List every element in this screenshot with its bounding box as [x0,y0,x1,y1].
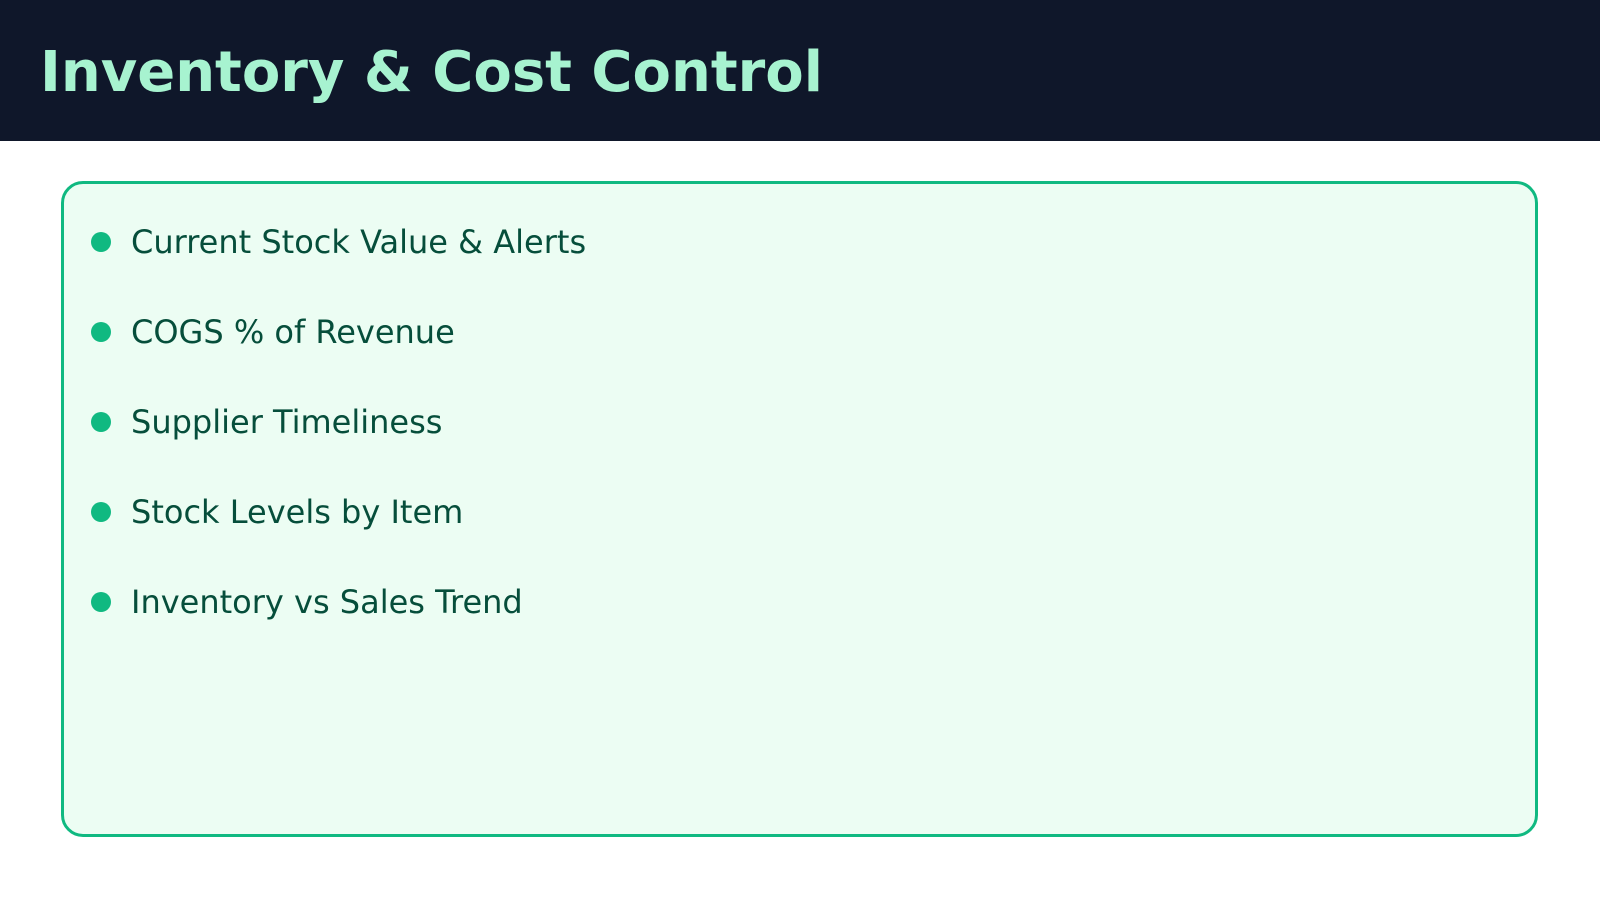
page-title: Inventory & Cost Control [40,40,823,105]
bullet-dot-icon [91,232,111,252]
list-item-label: Current Stock Value & Alerts [131,223,587,261]
list-item-label: Inventory vs Sales Trend [131,583,523,621]
bullet-dot-icon [91,322,111,342]
bullet-dot-icon [91,502,111,522]
content-panel: Current Stock Value & Alerts COGS % of R… [61,181,1538,837]
bullet-dot-icon [91,592,111,612]
list-item-label: Supplier Timeliness [131,403,443,441]
list-item-label: Stock Levels by Item [131,493,464,531]
bullet-dot-icon [91,412,111,432]
list-item-label: COGS % of Revenue [131,313,455,351]
header-bar: Inventory & Cost Control [0,0,1600,141]
